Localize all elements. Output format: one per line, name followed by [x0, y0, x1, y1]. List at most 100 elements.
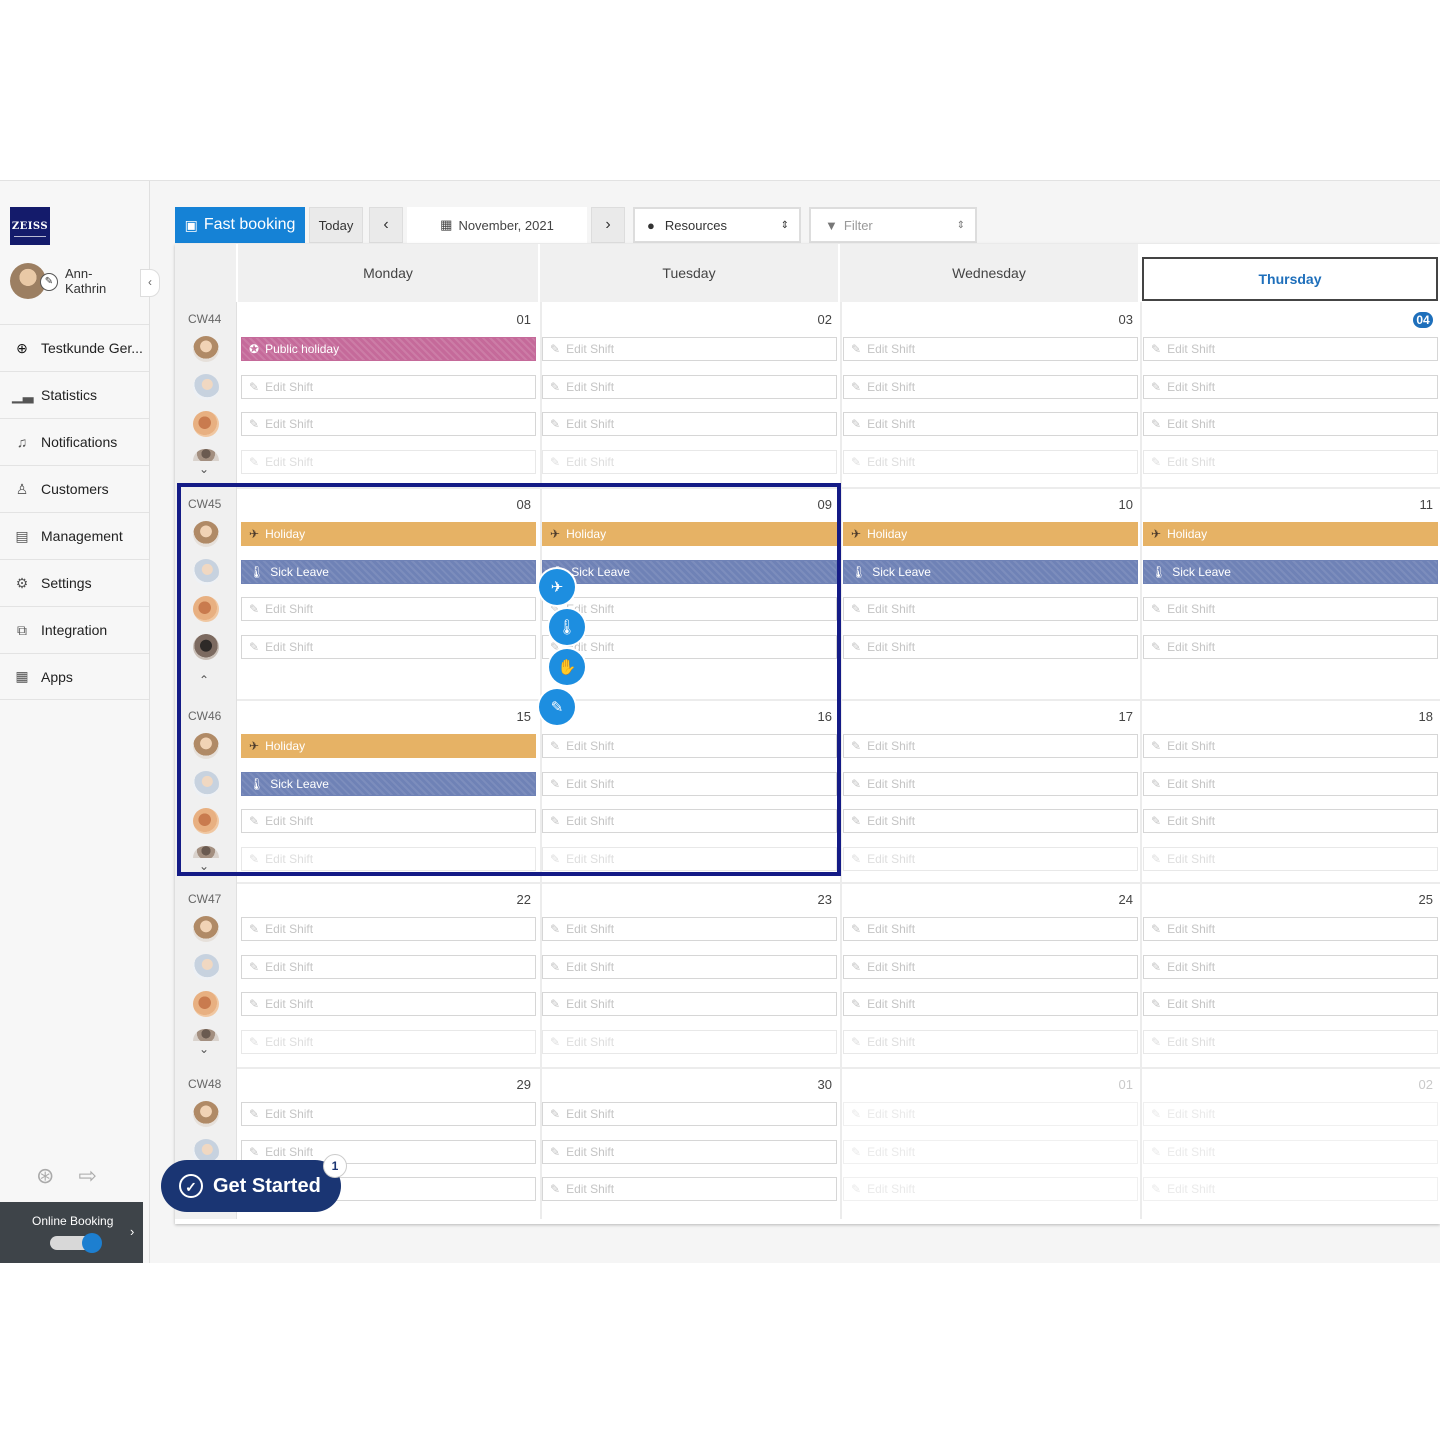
edit-shift-slot[interactable]: ✎Edit Shift — [1143, 337, 1438, 361]
edit-shift-slot[interactable]: ✎Edit Shift — [542, 1139, 837, 1164]
chevron-down-icon[interactable]: ⌄ — [199, 859, 210, 873]
edit-shift-slot[interactable]: ✎Edit Shift — [241, 809, 536, 833]
edit-shift-slot[interactable]: ✎Edit Shift — [843, 954, 1138, 979]
edit-shift-slot[interactable]: ✎Edit Shift — [1143, 734, 1438, 758]
edit-shift-slot[interactable]: ✎Edit Shift — [542, 1102, 837, 1126]
edit-shift-slot[interactable]: ✎Edit Shift — [241, 1139, 536, 1164]
edit-button[interactable]: ✎ — [539, 689, 575, 725]
add-absence-button[interactable]: ✋ — [549, 649, 585, 685]
holiday-event[interactable]: ✈ Holiday — [241, 522, 536, 546]
next-month-button[interactable]: › — [591, 207, 625, 243]
edit-shift-slot[interactable]: ✎Edit Shift — [843, 597, 1138, 621]
edit-shift-slot[interactable]: ✎Edit Shift — [241, 412, 536, 436]
edit-shift-slot[interactable]: ✎Edit Shift — [1143, 412, 1438, 436]
edit-shift-slot[interactable]: ✎Edit Shift — [843, 1177, 1138, 1201]
sick-leave-event[interactable]: 🌡Sick Leave — [241, 559, 536, 584]
sidebar-item-statistics[interactable]: ▁▃ Statistics — [0, 371, 149, 418]
online-booking-toggle[interactable] — [50, 1233, 102, 1253]
edit-shift-slot[interactable]: ✎Edit Shift — [241, 634, 536, 659]
edit-shift-slot[interactable]: ✎Edit Shift — [542, 771, 837, 796]
today-button[interactable]: Today — [309, 207, 363, 243]
edit-shift-slot[interactable]: ✎Edit Shift — [1143, 634, 1438, 659]
edit-shift-slot[interactable]: ✎Edit Shift — [1143, 449, 1438, 474]
resources-select[interactable]: ● Resources ⇕ — [633, 207, 801, 243]
chevron-down-icon[interactable]: ⌄ — [199, 462, 210, 476]
edit-shift-slot[interactable]: ✎Edit Shift — [1143, 954, 1438, 979]
get-started-button[interactable]: ✓ Get Started 1 — [161, 1154, 347, 1212]
edit-shift-slot[interactable]: ✎Edit Shift — [1143, 917, 1438, 941]
month-picker[interactable]: ▦ November, 2021 — [407, 207, 587, 243]
edit-shift-slot[interactable]: ✎Edit Shift — [241, 374, 536, 399]
chevron-up-icon[interactable]: ⌃ — [199, 673, 210, 687]
edit-shift-slot[interactable]: ✎Edit Shift — [843, 734, 1138, 758]
edit-shift-slot[interactable]: ✎Edit Shift — [542, 1177, 837, 1201]
edit-shift-slot[interactable]: ✎Edit Shift — [542, 337, 837, 361]
edit-shift-slot[interactable]: ✎Edit Shift — [241, 449, 536, 474]
add-sick-leave-button[interactable]: 🌡 — [549, 609, 585, 645]
holiday-event[interactable]: ✈ Holiday — [542, 522, 837, 546]
edit-shift-slot[interactable]: ✎Edit Shift — [843, 771, 1138, 796]
edit-shift-slot[interactable]: ✎Edit Shift — [1143, 1029, 1438, 1054]
edit-shift-slot[interactable]: ✎Edit Shift — [843, 1139, 1138, 1164]
sidebar-item-customers[interactable]: ♙ Customers — [0, 465, 149, 512]
edit-shift-slot[interactable]: ✎Edit Shift — [1143, 1102, 1438, 1126]
edit-shift-slot[interactable]: ✎Edit Shift — [843, 1029, 1138, 1054]
edit-shift-slot[interactable]: ✎Edit Shift — [1143, 1139, 1438, 1164]
edit-shift-slot[interactable]: ✎Edit Shift — [1143, 809, 1438, 833]
edit-shift-slot[interactable]: ✎Edit Shift — [843, 374, 1138, 399]
edit-shift-slot[interactable]: ✎Edit Shift — [1143, 771, 1438, 796]
edit-shift-slot[interactable]: ✎Edit Shift — [241, 846, 536, 871]
user-profile[interactable]: ✎ Ann- Kathrin — [10, 261, 140, 301]
edit-shift-slot[interactable]: ✎Edit Shift — [843, 337, 1138, 361]
prev-month-button[interactable]: ‹ — [369, 207, 403, 243]
edit-shift-slot[interactable]: ✎Edit Shift — [843, 634, 1138, 659]
edit-shift-slot[interactable]: ✎Edit Shift — [542, 846, 837, 871]
edit-shift-slot[interactable]: ✎Edit Shift — [843, 992, 1138, 1016]
filter-select[interactable]: ▼ Filter ⇕ — [809, 207, 977, 243]
edit-shift-slot[interactable]: ✎Edit Shift — [241, 1029, 536, 1054]
sick-leave-event[interactable]: 🌡Sick Leave — [241, 771, 536, 796]
edit-shift-slot[interactable]: ✎Edit Shift — [1143, 1177, 1438, 1201]
edit-shift-slot[interactable]: ✎Edit Shift — [542, 634, 837, 659]
chevron-right-icon[interactable]: › — [130, 1224, 135, 1239]
edit-shift-slot[interactable]: ✎Edit Shift — [843, 1102, 1138, 1126]
edit-shift-slot[interactable]: ✎Edit Shift — [843, 449, 1138, 474]
sick-leave-event[interactable]: 🌡Sick Leave — [1143, 559, 1438, 584]
sidebar-item-integration[interactable]: ⧉ Integration — [0, 606, 149, 653]
public-holiday-event[interactable]: ✪ Public holiday — [241, 337, 536, 361]
edit-shift-slot[interactable]: ✎Edit Shift — [241, 992, 536, 1016]
holiday-event[interactable]: ✈ Holiday — [843, 522, 1138, 546]
sick-leave-event[interactable]: 🌡Sick Leave — [542, 559, 837, 584]
edit-shift-slot[interactable]: ✎Edit Shift — [241, 917, 536, 941]
sidebar-item-management[interactable]: ▤ Management — [0, 512, 149, 559]
edit-shift-slot[interactable]: ✎Edit Shift — [542, 809, 837, 833]
edit-shift-slot[interactable]: ✎Edit Shift — [843, 846, 1138, 871]
logout-icon[interactable]: ⇨ — [78, 1163, 97, 1188]
collapse-sidebar-button[interactable]: ‹ — [140, 269, 160, 297]
sidebar-item-notifications[interactable]: ♫ Notifications — [0, 418, 149, 465]
edit-shift-slot[interactable]: ✎Edit Shift — [843, 809, 1138, 833]
fast-booking-button[interactable]: ▣ Fast booking — [175, 207, 305, 243]
edit-shift-slot[interactable]: ✎Edit Shift — [843, 917, 1138, 941]
holiday-event[interactable]: ✈ Holiday — [241, 734, 536, 758]
edit-shift-slot[interactable]: ✎Edit Shift — [542, 917, 837, 941]
edit-shift-slot[interactable]: ✎Edit Shift — [241, 1102, 536, 1126]
edit-shift-slot[interactable]: ✎Edit Shift — [542, 954, 837, 979]
edit-shift-slot[interactable]: ✎Edit Shift — [542, 597, 837, 621]
edit-shift-slot[interactable]: ✎Edit Shift — [843, 412, 1138, 436]
sidebar-item-testkunde[interactable]: ⊕ Testkunde Ger... — [0, 324, 149, 371]
sidebar-item-settings[interactable]: ⚙ Settings — [0, 559, 149, 606]
edit-shift-slot[interactable]: ✎Edit Shift — [241, 954, 536, 979]
help-icon[interactable]: ⊛ — [36, 1163, 55, 1188]
sidebar-item-apps[interactable]: ▦ Apps — [0, 653, 149, 700]
edit-shift-slot[interactable]: ✎Edit Shift — [542, 412, 837, 436]
edit-shift-slot[interactable]: ✎Edit Shift — [241, 597, 536, 621]
edit-profile-icon[interactable]: ✎ — [40, 273, 58, 291]
edit-shift-slot[interactable]: ✎Edit Shift — [542, 992, 837, 1016]
edit-shift-slot[interactable]: ✎Edit Shift — [1143, 374, 1438, 399]
add-holiday-button[interactable]: ✈ — [539, 569, 575, 605]
holiday-event[interactable]: ✈ Holiday — [1143, 522, 1438, 546]
edit-shift-slot[interactable]: ✎Edit Shift — [1143, 597, 1438, 621]
edit-shift-slot[interactable]: ✎Edit Shift — [1143, 846, 1438, 871]
edit-shift-slot[interactable]: ✎Edit Shift — [542, 734, 837, 758]
